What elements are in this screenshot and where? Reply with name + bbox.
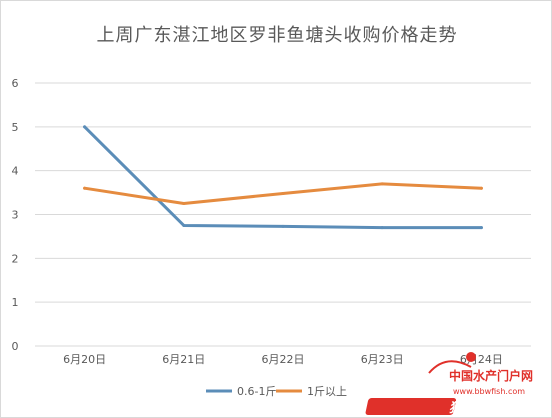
data-point: [380, 226, 384, 230]
x-tick-label: 6月20日: [63, 353, 106, 366]
watermark-dot: [466, 352, 476, 362]
data-point: [281, 224, 285, 228]
y-tick-label: 4: [12, 165, 19, 178]
data-point: [182, 202, 186, 206]
legend-label-0: 0.6-1斤: [237, 385, 276, 398]
y-tick-label: 5: [12, 121, 19, 134]
y-tick-label: 6: [12, 77, 19, 90]
data-point: [83, 125, 87, 129]
data-point: [479, 226, 483, 230]
watermark-banner: [365, 398, 457, 415]
watermark-logo: 中国水产门户网 www.bbwfish.com 独家报道: [365, 352, 533, 416]
watermark-slogan: 独家报道: [449, 400, 503, 416]
data-point: [281, 191, 285, 195]
chart-title: 上周广东湛江地区罗非鱼塘头收购价格走势: [96, 25, 458, 46]
y-tick-label: 2: [12, 252, 19, 265]
legend-label-1: 1斤以上: [307, 385, 347, 398]
data-point: [479, 186, 483, 190]
data-point: [380, 182, 384, 186]
series-line-0: [83, 125, 483, 230]
watermark-name: 中国水产门户网: [449, 368, 533, 383]
y-tick-label: 0: [12, 340, 19, 353]
x-tick-label: 6月23日: [361, 353, 404, 366]
y-tick-label: 1: [12, 296, 19, 309]
y-tick-label: 3: [12, 209, 19, 222]
x-tick-label: 6月21日: [162, 353, 205, 366]
data-point: [83, 186, 87, 190]
data-point: [182, 223, 186, 227]
watermark-url: www.bbwfish.com: [453, 387, 525, 396]
watermark-swoosh: [428, 360, 472, 374]
x-tick-label: 6月22日: [262, 353, 305, 366]
